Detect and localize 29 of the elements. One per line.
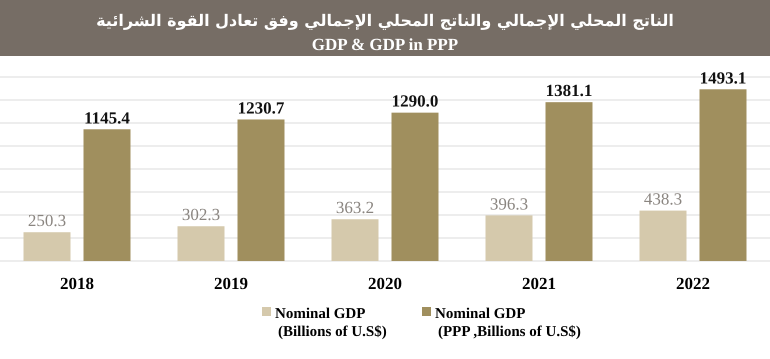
- bar: [700, 89, 746, 261]
- x-tick-label: 2022: [676, 274, 710, 293]
- bar: [24, 232, 70, 261]
- data-label: 396.3: [490, 194, 528, 214]
- x-tick-label: 2019: [214, 274, 248, 293]
- bar: [84, 129, 130, 261]
- data-label: 1230.7: [238, 98, 285, 118]
- x-tick-label: 2018: [60, 274, 94, 293]
- bar: [178, 226, 224, 261]
- legend-label: Nominal GDP (PPP ,Billions of U.S$): [435, 306, 581, 340]
- x-tick-label: 2021: [522, 274, 556, 293]
- x-tick-label: 2020: [368, 274, 402, 293]
- bar: [238, 119, 284, 261]
- data-label: 363.2: [336, 198, 374, 218]
- bar: [640, 210, 686, 261]
- data-label: 250.3: [28, 211, 66, 230]
- data-label: 302.3: [182, 205, 220, 224]
- data-label: 438.3: [644, 190, 682, 209]
- bar: [546, 102, 592, 261]
- data-label: 1290.0: [392, 92, 438, 111]
- data-label: 1493.1: [700, 68, 746, 88]
- chart-title: الناتج المحلي الإجمالي والناتج المحلي الإجمالي وفق تعادل القوة الشرائية: [96, 11, 674, 30]
- chart-subtitle: GDP & GDP in PPP: [312, 35, 458, 54]
- bar: [486, 215, 532, 261]
- legend-label: Nominal GDP (Billions of U.S$): [275, 306, 387, 340]
- bar: [392, 112, 438, 261]
- data-label: 1381.1: [546, 81, 592, 100]
- bar: [332, 219, 378, 261]
- data-label: 1145.4: [84, 108, 130, 128]
